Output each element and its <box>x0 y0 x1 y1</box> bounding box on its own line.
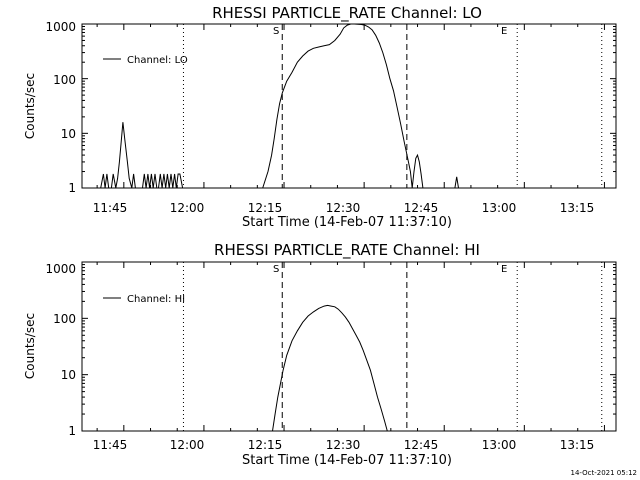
y-tick-label: 10 <box>61 127 76 141</box>
axis-ticks-lo <box>82 23 616 189</box>
x-tick-label: 12:30 <box>326 438 361 452</box>
x-tick-label: 12:00 <box>170 201 205 215</box>
legend-label-hi: Channel: HI <box>127 294 185 305</box>
y-axis-label-hi: Counts/sec <box>23 313 37 379</box>
chart-title-hi: RHESSI PARTICLE_RATE Channel: HI <box>214 241 480 260</box>
marker-label-end: E <box>501 264 507 275</box>
x-axis-label-hi: Start Time (14-Feb-07 11:37:10) <box>242 453 452 468</box>
x-tick-label: 12:30 <box>326 201 361 215</box>
marker-label-start: S <box>273 26 279 37</box>
y-axis-label-lo: Counts/sec <box>23 73 37 139</box>
y-tick-label: 1 <box>68 181 76 195</box>
plot-frame-lo <box>81 23 617 189</box>
panel-lo: RHESSI PARTICLE_RATE Channel: LO Channel… <box>23 4 617 230</box>
x-tick-label: 11:45 <box>93 201 128 215</box>
x-tick-label: 12:45 <box>404 438 439 452</box>
axis-ticks-hi <box>82 261 616 432</box>
y-tick-label: 1000 <box>45 20 76 34</box>
x-tick-label: 13:00 <box>482 201 517 215</box>
time-markers-lo <box>182 24 603 188</box>
y-tick-label: 10 <box>61 368 76 382</box>
series-line-lo <box>100 23 459 189</box>
x-tick-label: 13:00 <box>482 438 517 452</box>
x-tick-label: 12:15 <box>248 201 283 215</box>
x-tick-label: 13:15 <box>560 201 595 215</box>
y-tick-label: 100 <box>53 312 76 326</box>
y-tick-label: 1000 <box>45 262 76 276</box>
y-tick-label: 1 <box>68 424 76 438</box>
plot-frame-hi <box>81 261 617 432</box>
x-axis-label-lo: Start Time (14-Feb-07 11:37:10) <box>242 215 452 230</box>
footer-timestamp: 14-Oct-2021 05:12 <box>571 469 637 477</box>
series-line-hi <box>272 304 388 432</box>
x-tick-label: 12:00 <box>170 438 205 452</box>
x-tick-label: 13:15 <box>560 438 595 452</box>
legend-label-lo: Channel: LO <box>127 55 188 66</box>
time-markers-hi <box>182 262 603 431</box>
marker-label-end: E <box>501 26 507 37</box>
marker-label-start: S <box>273 264 279 275</box>
x-tick-label: 12:45 <box>404 201 439 215</box>
panel-hi: RHESSI PARTICLE_RATE Channel: HI Channel… <box>23 241 617 468</box>
x-tick-label: 11:45 <box>93 438 128 452</box>
y-tick-label: 100 <box>53 73 76 87</box>
x-tick-label: 12:15 <box>248 438 283 452</box>
chart-title-lo: RHESSI PARTICLE_RATE Channel: LO <box>212 4 482 23</box>
